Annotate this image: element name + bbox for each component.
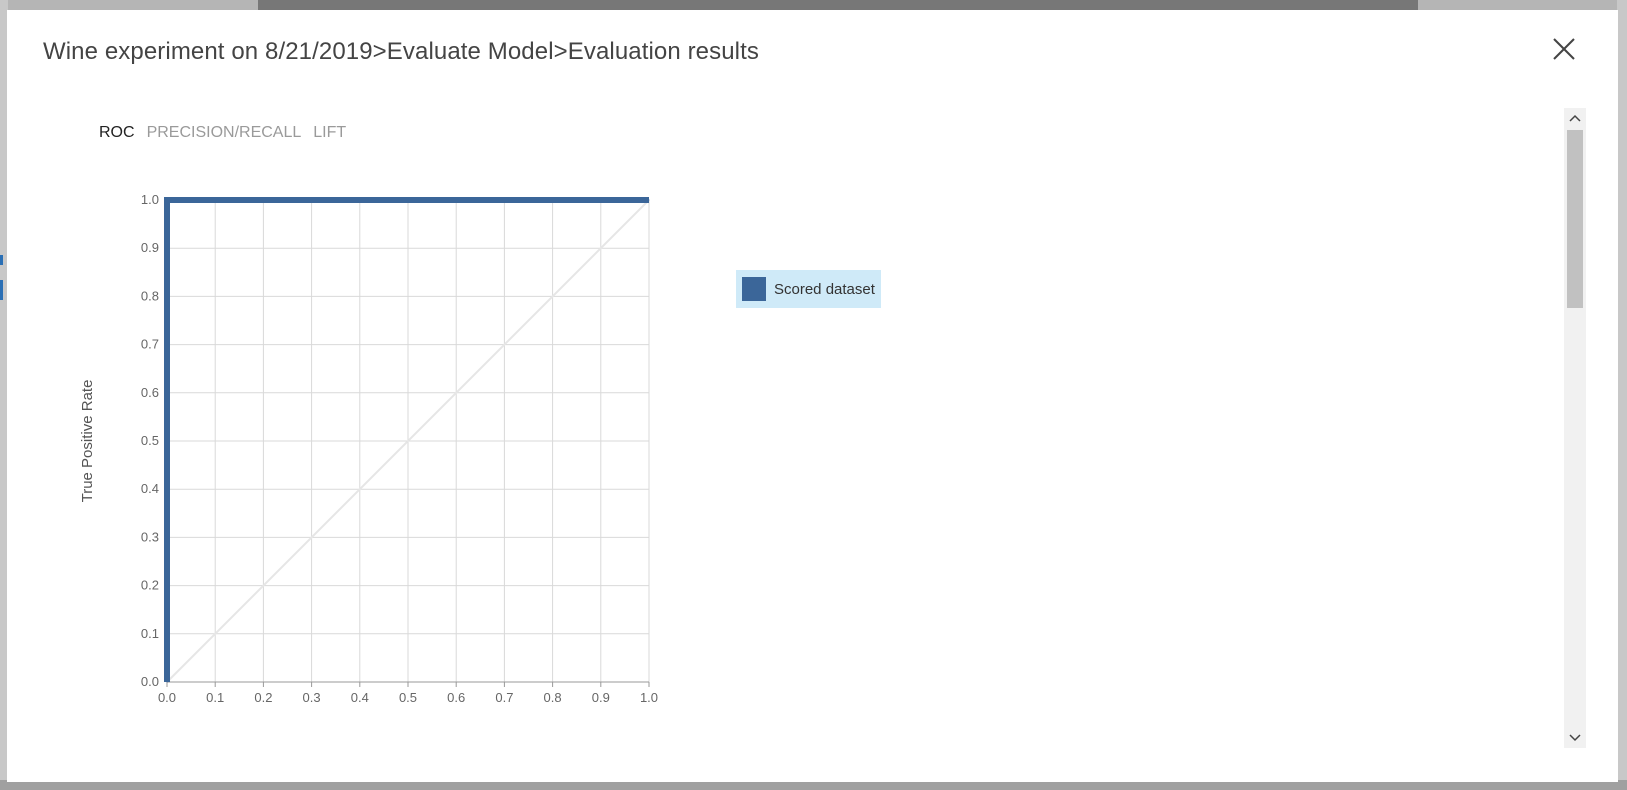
- tab-lift[interactable]: LIFT: [313, 124, 347, 141]
- close-icon: [1553, 38, 1575, 60]
- legend-swatch: [742, 277, 766, 301]
- y-tick-label: 0.5: [141, 433, 159, 448]
- x-tick-label: 0.4: [351, 690, 369, 705]
- x-tick-label: 1.0: [640, 690, 658, 705]
- y-tick-label: 0.2: [141, 578, 159, 593]
- chevron-up-icon: [1569, 114, 1581, 122]
- roc-curve-point: [166, 681, 168, 683]
- background-app-bottom-edge: [0, 780, 1627, 790]
- x-tick-label: 0.7: [495, 690, 513, 705]
- x-tick-label: 0.5: [399, 690, 417, 705]
- roc-chart-svg: 0.0 0.1 0.2 0.3 0.4 0.5 0.6 0.7 0.8 0.9 1.0 0.0 0.1 0…: [79, 192, 658, 705]
- tab-roc[interactable]: ROC: [99, 124, 135, 141]
- y-tick-label: 0.8: [141, 288, 159, 303]
- scroll-up-button[interactable]: [1564, 108, 1586, 128]
- chart-tabs: ROC PRECISION/RECALL LIFT: [99, 124, 346, 142]
- roc-curve-point: [166, 199, 168, 201]
- scrollbar-thumb[interactable]: [1567, 130, 1583, 308]
- y-tick-label: 0.4: [141, 481, 159, 496]
- y-tick-label: 0.7: [141, 337, 159, 352]
- x-tick-label: 0.6: [447, 690, 465, 705]
- x-tick-label: 0.1: [206, 690, 224, 705]
- reference-diagonal-line: [166, 199, 650, 683]
- background-app-right-edge: [1617, 0, 1627, 790]
- evaluation-results-dialog: Wine experiment on 8/21/2019>Evaluate Mo…: [7, 10, 1618, 782]
- chevron-down-icon: [1569, 734, 1581, 742]
- y-tick-label: 0.3: [141, 529, 159, 544]
- y-axis-label: True Positive Rate: [79, 380, 96, 503]
- x-tick-label: 0.2: [254, 690, 272, 705]
- background-app-topbar: [0, 0, 1627, 10]
- vertical-scrollbar[interactable]: [1564, 108, 1586, 748]
- scroll-down-button[interactable]: [1564, 728, 1586, 748]
- y-tick-label: 1.0: [141, 192, 159, 207]
- legend-label: Scored dataset: [774, 280, 875, 298]
- x-tick-label: 0.8: [544, 690, 562, 705]
- y-tick-label: 0.9: [141, 240, 159, 255]
- y-tick-label: 0.1: [141, 626, 159, 641]
- legend-item-scored-dataset[interactable]: Scored dataset: [736, 270, 881, 308]
- x-tick-label: 0.3: [303, 690, 321, 705]
- y-tick-label: 0.6: [141, 385, 159, 400]
- tab-precision-recall[interactable]: PRECISION/RECALL: [146, 124, 302, 141]
- roc-curve-point: [648, 199, 650, 201]
- x-tick-label: 0.0: [158, 690, 176, 705]
- y-tick-label: 0.0: [141, 674, 159, 689]
- background-app-left-edge: [0, 0, 8, 790]
- dialog-title: Wine experiment on 8/21/2019>Evaluate Mo…: [43, 38, 759, 65]
- x-tick-label: 0.9: [592, 690, 610, 705]
- close-button[interactable]: [1545, 30, 1585, 70]
- roc-chart: 0.0 0.1 0.2 0.3 0.4 0.5 0.6 0.7 0.8 0.9 1.0 0.0 0.1 0…: [67, 190, 707, 750]
